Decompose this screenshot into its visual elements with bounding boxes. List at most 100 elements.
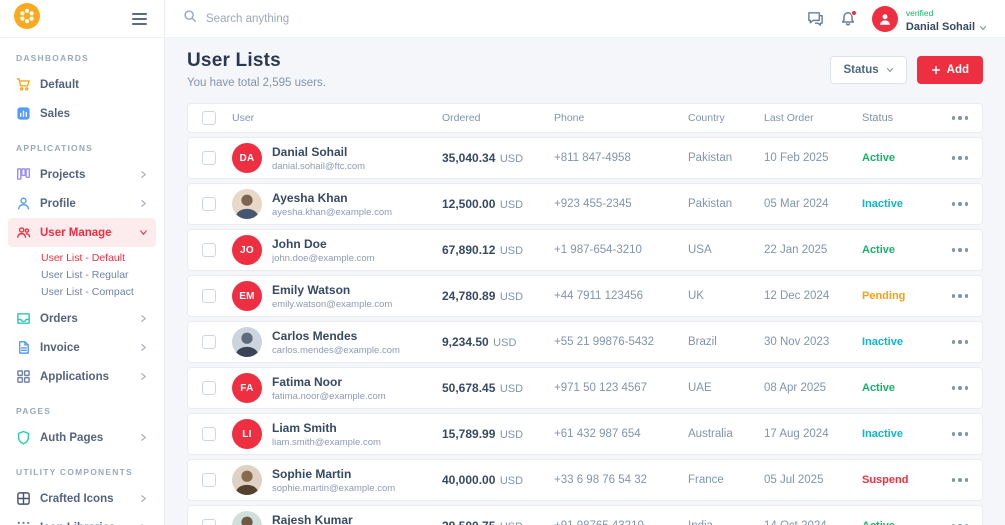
col-header-last-order: Last Order [764, 112, 814, 124]
chevron-right-icon [139, 372, 148, 381]
col-header-ordered: Ordered [442, 112, 481, 124]
notifications-bell-icon[interactable] [840, 9, 857, 27]
status-badge: Pending [862, 290, 906, 302]
sidebar-item-invoice[interactable]: Invoice [8, 333, 156, 362]
row-checkbox[interactable] [202, 243, 216, 257]
user-icon [16, 196, 31, 211]
country: USA [688, 244, 712, 256]
row-actions-icon[interactable] [951, 290, 968, 302]
user-name: Sophie Martin [272, 466, 352, 481]
currency: USD [499, 199, 524, 211]
add-button-label: Add [946, 64, 969, 76]
table-row[interactable]: DA Danial Sohail danial.sohail@ftc.com 3… [187, 137, 983, 179]
currency: USD [499, 429, 524, 441]
sidebar-item-user-manage[interactable]: User Manage [8, 218, 156, 247]
country: Pakistan [688, 152, 733, 164]
sidebar-subitem-user-list-regular[interactable]: User List - Regular [41, 268, 129, 281]
user-name: Danial Sohail [272, 144, 348, 159]
user-menu[interactable]: verified Danial Sohail [871, 3, 987, 34]
status-badge: Active [862, 520, 948, 525]
chevron-right-icon [139, 433, 148, 442]
last-order-date: 12 Dec 2024 [764, 290, 830, 302]
sidebar-item-label: User Manage [40, 226, 112, 239]
ordered-amount: 9,234.50 [442, 335, 489, 349]
topbar: verified Danial Sohail [165, 0, 1005, 38]
row-actions-icon[interactable] [951, 336, 968, 348]
user-email: john.doe@example.com [272, 252, 375, 264]
table-row[interactable]: Rajesh Kumar rajesh.kumar@example.com 29… [187, 505, 983, 525]
row-checkbox[interactable] [202, 197, 216, 211]
phone: +55 21 99876-5432 [554, 336, 655, 348]
table-row[interactable]: Ayesha Khan ayesha.khan@example.com 12,5… [187, 183, 983, 225]
phone: +61 432 987 654 [554, 428, 641, 440]
row-actions-icon[interactable] [951, 428, 968, 440]
search-input[interactable] [206, 12, 426, 25]
status-filter-button[interactable]: Status [830, 56, 907, 84]
sidebar-item-profile[interactable]: Profile [8, 189, 156, 218]
select-all-checkbox[interactable] [202, 111, 216, 125]
row-checkbox[interactable] [202, 473, 216, 487]
table-row[interactable]: FA Fatima Noor fatima.noor@example.com 5… [187, 367, 983, 409]
sidebar-item-label: Icon Libraries [40, 522, 115, 525]
sidebar-item-sales[interactable]: Sales [8, 99, 156, 128]
sidebar-item-label: Profile [40, 197, 76, 210]
chevron-down-icon [139, 228, 148, 237]
chevron-right-icon [139, 494, 148, 503]
table-options-icon[interactable] [951, 112, 968, 124]
menu-toggle-icon[interactable] [129, 10, 150, 28]
col-header-user: User [232, 112, 255, 124]
row-checkbox[interactable] [202, 335, 216, 349]
add-user-button[interactable]: Add [916, 56, 983, 84]
row-actions-icon[interactable] [951, 520, 968, 525]
row-checkbox[interactable] [202, 151, 216, 165]
table-row[interactable]: Sophie Martin sophie.martin@example.com … [187, 459, 983, 501]
sidebar-nav: DASHBOARDS Default Sales APPLICATIONS Pr… [0, 53, 164, 525]
table-row[interactable]: EM Emily Watson emily.watson@example.com… [187, 275, 983, 317]
sidebar-item-default[interactable]: Default [8, 70, 156, 99]
country: India [688, 520, 764, 525]
bar-chart-icon [16, 106, 31, 121]
sidebar-item-crafted-icons[interactable]: Crafted Icons [8, 484, 156, 513]
sidebar-item-projects[interactable]: Projects [8, 160, 156, 189]
row-actions-icon[interactable] [951, 152, 968, 164]
row-actions-icon[interactable] [951, 198, 968, 210]
table-row[interactable]: Carlos Mendes carlos.mendes@example.com … [187, 321, 983, 363]
table-row[interactable]: LI Liam Smith liam.smith@example.com 15,… [187, 413, 983, 455]
table-header: User Ordered Phone Country Last Order St… [187, 103, 983, 133]
messages-icon[interactable] [807, 10, 824, 27]
user-email: carlos.mendes@example.com [272, 344, 400, 356]
row-checkbox[interactable] [202, 381, 216, 395]
row-checkbox[interactable] [202, 427, 216, 441]
sidebar-item-label: Crafted Icons [40, 492, 114, 505]
page-subtitle: You have total 2,595 users. [187, 77, 326, 89]
sidebar-subitem-user-list-default[interactable]: User List - Default [41, 251, 126, 264]
row-checkbox[interactable] [202, 289, 216, 303]
row-actions-icon[interactable] [951, 244, 968, 256]
last-order-date: 17 Aug 2024 [764, 428, 829, 440]
sidebar-item-icon-libraries[interactable]: Icon Libraries [8, 513, 156, 525]
user-name: Emily Watson [272, 282, 351, 297]
sidebar-item-auth-pages[interactable]: Auth Pages [8, 423, 156, 452]
row-checkbox[interactable] [202, 519, 216, 525]
search-bar[interactable] [183, 9, 807, 28]
status-badge: Inactive [862, 336, 903, 348]
content-area: verified Danial Sohail User Lists You ha… [165, 0, 1005, 525]
status-badge: Inactive [862, 428, 903, 440]
ordered-amount: 35,040.34 [442, 151, 496, 165]
phone: +811 847-4958 [554, 152, 631, 164]
row-actions-icon[interactable] [951, 382, 968, 394]
sidebar-item-orders[interactable]: Orders [8, 304, 156, 333]
app-logo-icon[interactable] [14, 3, 40, 34]
phone: +971 50 123 4567 [554, 382, 648, 394]
sidebar-item-applications[interactable]: Applications [8, 362, 156, 391]
page-title-block: User Lists You have total 2,595 users. [187, 50, 326, 89]
sidebar-subitem-user-list-compact[interactable]: User List - Compact [41, 285, 134, 298]
status-badge: Suspend [862, 474, 909, 486]
plus-icon [931, 65, 941, 75]
row-actions-icon[interactable] [951, 474, 968, 486]
table-row[interactable]: JO John Doe john.doe@example.com 67,890.… [187, 229, 983, 271]
currency: USD [499, 153, 524, 165]
currency: USD [499, 291, 524, 303]
chevron-down-icon [979, 24, 987, 32]
avatar-initials: DA [232, 143, 262, 173]
